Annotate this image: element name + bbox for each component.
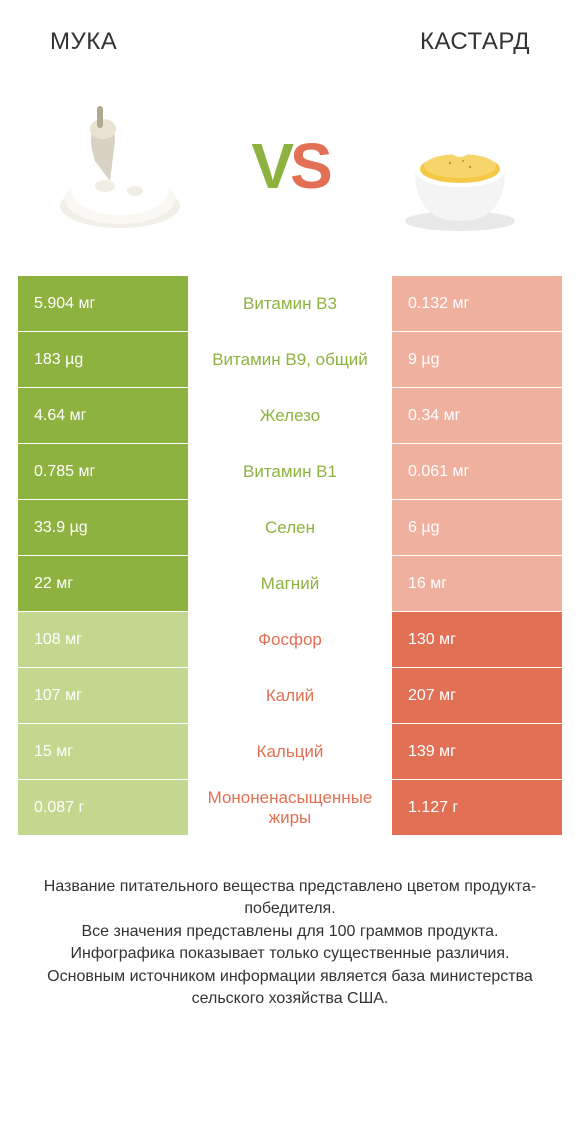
table-row: 0.785 мгВитамин B10.061 мг bbox=[18, 444, 562, 500]
nutrient-label: Магний bbox=[188, 556, 392, 611]
flour-icon bbox=[45, 91, 195, 241]
footer-line-3: Инфографика показывает только существенн… bbox=[26, 943, 554, 965]
nutrient-label: Калий bbox=[188, 668, 392, 723]
vs-label: VS bbox=[251, 129, 328, 203]
right-value-cell: 16 мг bbox=[392, 556, 562, 611]
left-value-cell: 107 мг bbox=[18, 668, 188, 723]
comparison-table: 5.904 мгВитамин B30.132 мг183 µgВитамин … bbox=[0, 276, 580, 836]
table-row: 0.087 гМононенасыщенные жиры1.127 г bbox=[18, 780, 562, 836]
nutrient-label: Мононенасыщенные жиры bbox=[188, 780, 392, 835]
nutrient-label: Железо bbox=[188, 388, 392, 443]
right-value-cell: 0.34 мг bbox=[392, 388, 562, 443]
nutrient-label: Витамин B3 bbox=[188, 276, 392, 331]
vs-right-letter: S bbox=[290, 129, 329, 203]
right-value-cell: 0.061 мг bbox=[392, 444, 562, 499]
left-value-cell: 4.64 мг bbox=[18, 388, 188, 443]
table-row: 33.9 µgСелен6 µg bbox=[18, 500, 562, 556]
right-value-cell: 0.132 мг bbox=[392, 276, 562, 331]
nutrient-label: Кальций bbox=[188, 724, 392, 779]
right-food-title: Кастард bbox=[420, 28, 530, 56]
table-row: 107 мгКалий207 мг bbox=[18, 668, 562, 724]
right-value-cell: 139 мг bbox=[392, 724, 562, 779]
custard-image bbox=[380, 86, 540, 246]
right-value-cell: 207 мг bbox=[392, 668, 562, 723]
left-value-cell: 108 мг bbox=[18, 612, 188, 667]
nutrient-label: Селен bbox=[188, 500, 392, 555]
right-value-cell: 9 µg bbox=[392, 332, 562, 387]
left-value-cell: 5.904 мг bbox=[18, 276, 188, 331]
left-value-cell: 15 мг bbox=[18, 724, 188, 779]
footer-line-1: Название питательного вещества представл… bbox=[26, 876, 554, 921]
footer-line-2: Все значения представлены для 100 граммо… bbox=[26, 921, 554, 943]
left-value-cell: 33.9 µg bbox=[18, 500, 188, 555]
table-row: 22 мгМагний16 мг bbox=[18, 556, 562, 612]
header: Мука Кастард bbox=[0, 0, 580, 66]
footer-notes: Название питательного вещества представл… bbox=[0, 836, 580, 1010]
nutrient-label: Фосфор bbox=[188, 612, 392, 667]
left-value-cell: 183 µg bbox=[18, 332, 188, 387]
table-row: 4.64 мгЖелезо0.34 мг bbox=[18, 388, 562, 444]
hero-row: VS bbox=[0, 66, 580, 276]
table-row: 108 мгФосфор130 мг bbox=[18, 612, 562, 668]
footer-line-4: Основным источником информации является … bbox=[26, 966, 554, 1011]
vs-left-letter: V bbox=[251, 129, 290, 203]
right-value-cell: 130 мг bbox=[392, 612, 562, 667]
nutrient-label: Витамин B1 bbox=[188, 444, 392, 499]
right-value-cell: 1.127 г bbox=[392, 780, 562, 835]
left-value-cell: 22 мг bbox=[18, 556, 188, 611]
left-value-cell: 0.785 мг bbox=[18, 444, 188, 499]
left-food-title: Мука bbox=[50, 28, 117, 56]
nutrient-label: Витамин B9, общий bbox=[188, 332, 392, 387]
table-row: 15 мгКальций139 мг bbox=[18, 724, 562, 780]
flour-image bbox=[40, 86, 200, 246]
right-value-cell: 6 µg bbox=[392, 500, 562, 555]
left-value-cell: 0.087 г bbox=[18, 780, 188, 835]
custard-icon bbox=[385, 91, 535, 241]
table-row: 183 µgВитамин B9, общий9 µg bbox=[18, 332, 562, 388]
table-row: 5.904 мгВитамин B30.132 мг bbox=[18, 276, 562, 332]
